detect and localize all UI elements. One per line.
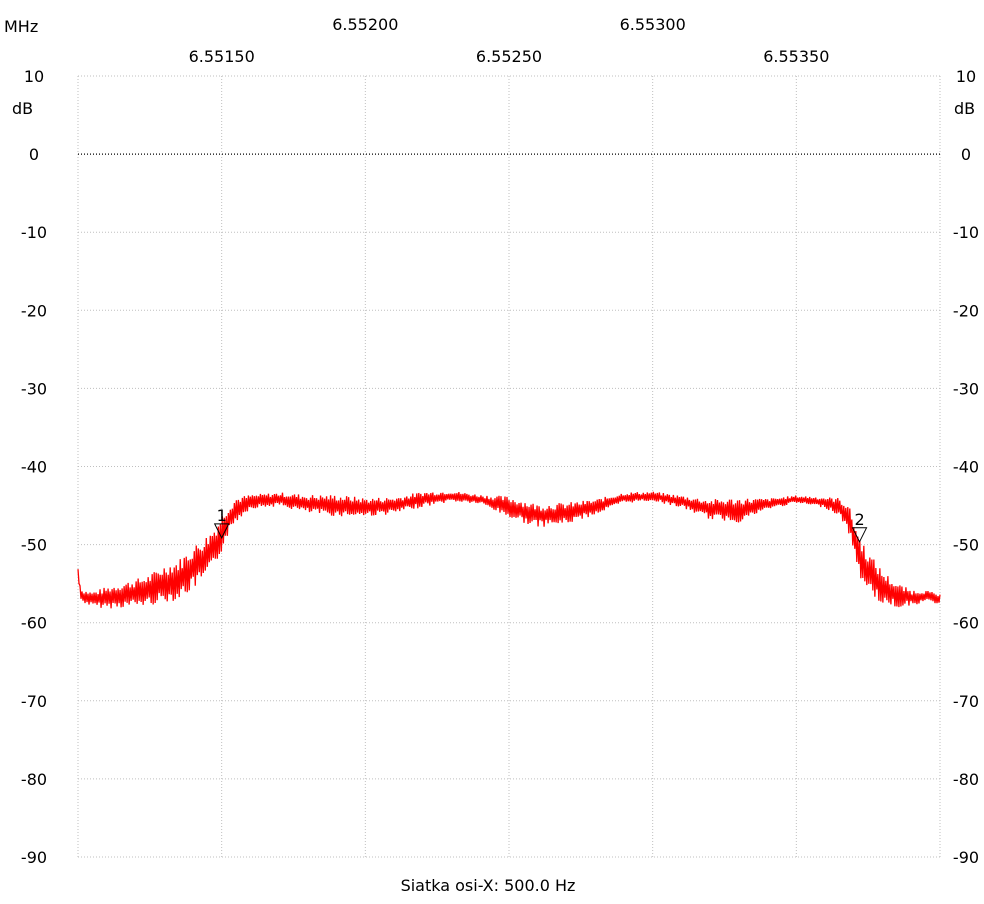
series-layer bbox=[77, 491, 941, 609]
y-tick-label-left: -90 bbox=[21, 848, 47, 867]
y-tick-label-right: -50 bbox=[953, 536, 979, 555]
y-tick-label-left: 0 bbox=[29, 145, 39, 164]
y-tick-label-right: -70 bbox=[953, 692, 979, 711]
y-tick-label-right: -40 bbox=[953, 458, 979, 477]
y-tick-label-right: 0 bbox=[961, 145, 971, 164]
y-tick-label-left: -30 bbox=[21, 379, 47, 398]
marker-label: 2 bbox=[854, 510, 864, 529]
y-tick-label-right: -10 bbox=[953, 223, 979, 242]
y-tick-label-right: -80 bbox=[953, 770, 979, 789]
x-unit-label: MHz bbox=[4, 17, 38, 36]
series-line bbox=[77, 491, 941, 609]
y-tick-label-right: -90 bbox=[953, 848, 979, 867]
y-tick-label-left: -70 bbox=[21, 692, 47, 711]
marker-triangle bbox=[851, 527, 868, 543]
y-tick-label-left: -80 bbox=[21, 770, 47, 789]
y-tick-label-right: -20 bbox=[953, 301, 979, 320]
y-unit-right: dB bbox=[954, 99, 975, 118]
axis-labels: MHz dB dB Siatka osi-X: 500.0 Hz 10 10 0 0 -… bbox=[4, 15, 979, 895]
y-tick-label-left: -20 bbox=[21, 301, 47, 320]
x-tick-label-bottom: 6.55250 bbox=[476, 47, 542, 66]
x-grid-caption: Siatka osi-X: 500.0 Hz bbox=[401, 876, 576, 895]
y-tick-label-right: 10 bbox=[956, 67, 976, 86]
x-tick-label-bottom: 6.55350 bbox=[763, 47, 829, 66]
x-tick-label-top: 6.55200 bbox=[332, 15, 398, 34]
x-tick-label-bottom: 6.55150 bbox=[189, 47, 255, 66]
y-tick-label-left: -60 bbox=[21, 614, 47, 633]
y-tick-label-right: -30 bbox=[953, 379, 979, 398]
y-tick-label-left: -40 bbox=[21, 458, 47, 477]
x-tick-label-top: 6.55300 bbox=[620, 15, 686, 34]
marker-triangle bbox=[213, 523, 230, 540]
y-tick-label-left: -50 bbox=[21, 536, 47, 555]
y-unit-left: dB bbox=[12, 99, 33, 118]
y-tick-label-left: 10 bbox=[24, 67, 44, 86]
marker-label: 1 bbox=[217, 506, 227, 525]
y-tick-label-left: -10 bbox=[21, 223, 47, 242]
y-tick-label-right: -60 bbox=[953, 614, 979, 633]
grid bbox=[77, 75, 941, 858]
